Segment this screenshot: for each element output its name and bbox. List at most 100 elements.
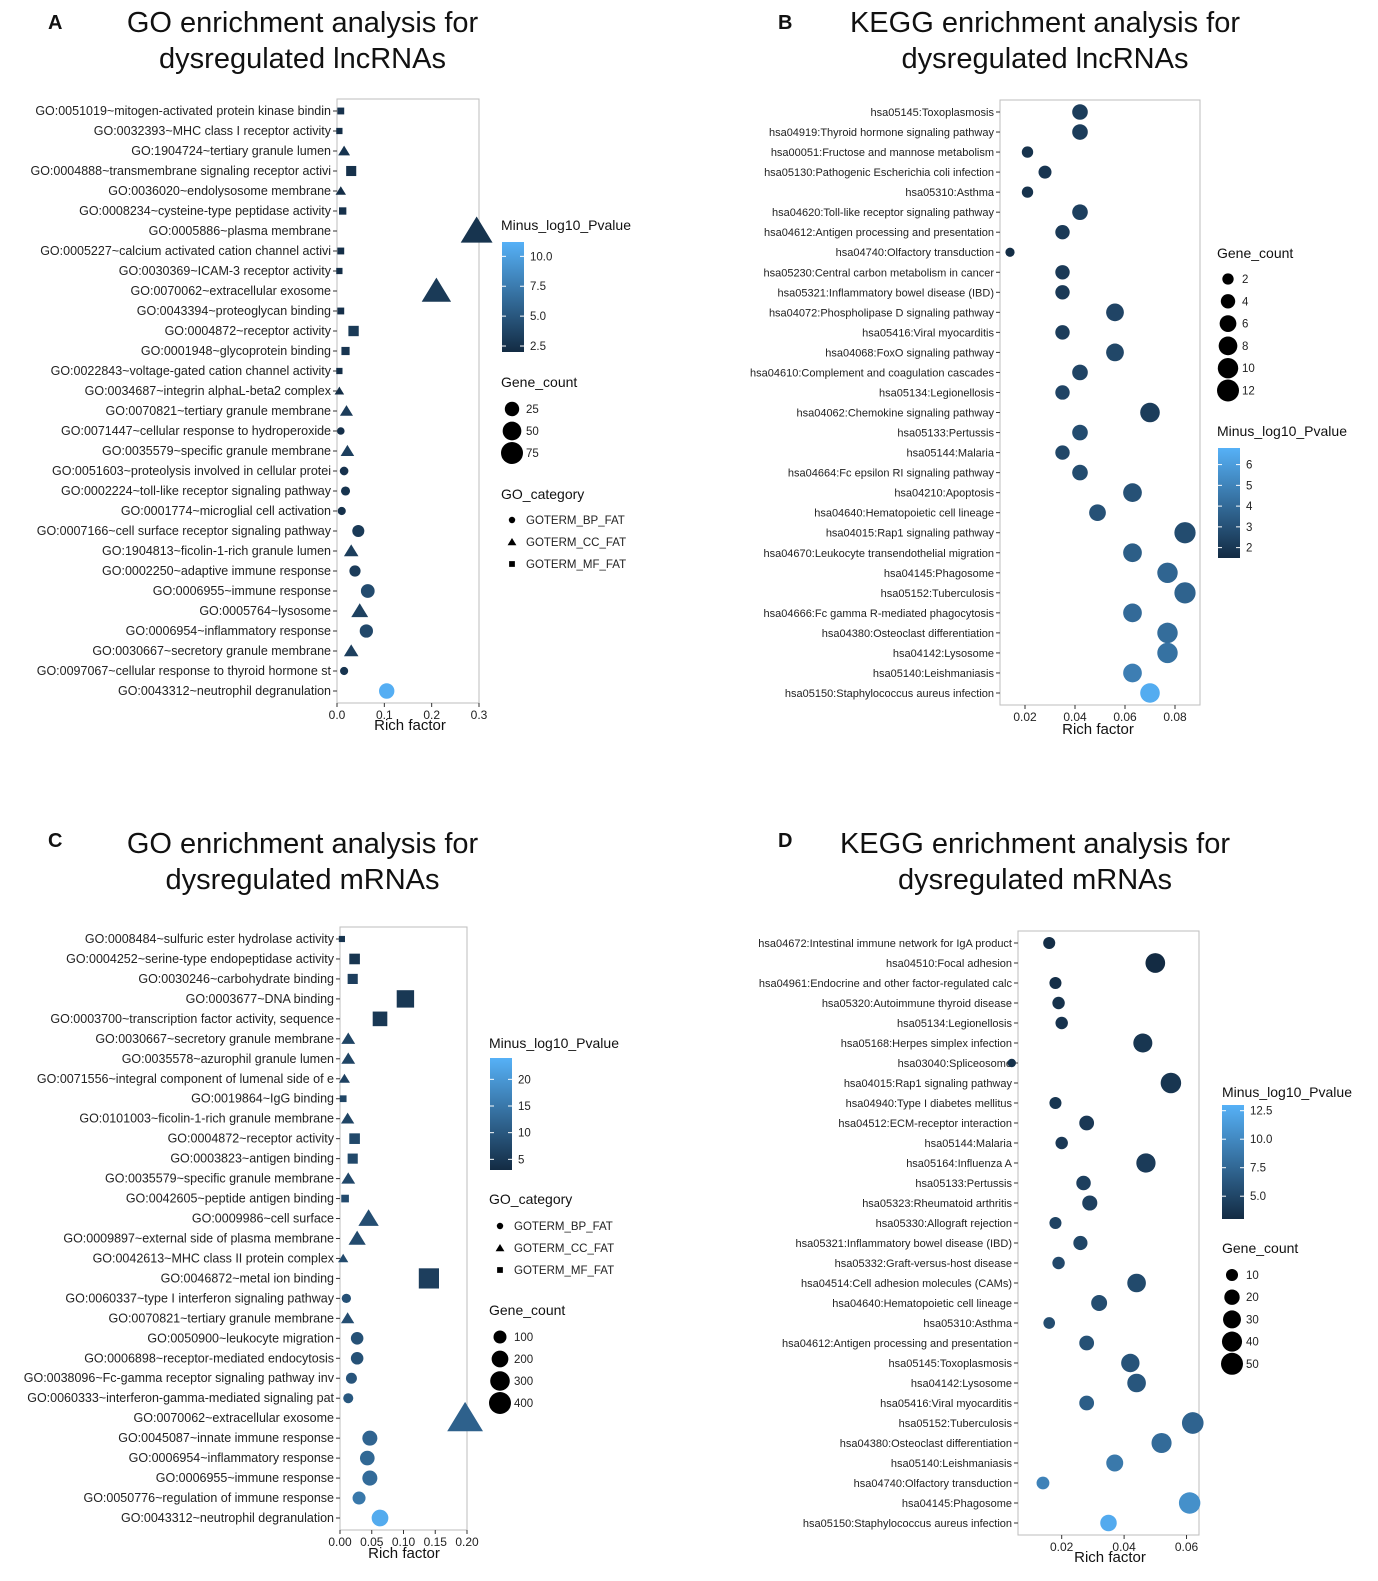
y-tick-label: GO:0060333~interferon-gamma-mediated sig… (27, 1391, 334, 1405)
data-point (1021, 186, 1034, 198)
y-tick-label: GO:0005764~lysosome (199, 604, 331, 618)
color-legend-label: 12.5 (1250, 1106, 1272, 1118)
color-legend-label: 10 (518, 1128, 531, 1140)
y-tick-label: GO:0005886~plasma membrane (149, 224, 331, 238)
data-point (1091, 1295, 1108, 1311)
data-point (345, 1372, 357, 1384)
data-point (1157, 562, 1178, 584)
data-point (379, 683, 395, 699)
x-tick-label: 0.2 (423, 708, 440, 722)
x-tick-label: 0.3 (471, 708, 488, 722)
data-point (341, 1032, 356, 1044)
shape-legend-label: GOTERM_CC_FAT (526, 537, 626, 549)
size-legend-title: Gene_count (1217, 245, 1293, 261)
color-legend-label: 5.0 (1250, 1191, 1266, 1203)
y-tick-label: GO:0003677~DNA binding (186, 992, 334, 1006)
data-point (1052, 1256, 1065, 1270)
data-point (1038, 165, 1052, 179)
y-tick-label: hsa05310:Asthma (905, 187, 995, 199)
data-point (1079, 1115, 1095, 1131)
data-point (340, 486, 351, 496)
data-point (360, 584, 375, 598)
data-point (343, 544, 359, 557)
size-legend-label: 25 (526, 404, 539, 416)
data-point (1106, 343, 1124, 362)
size-legend-label: 10 (1242, 363, 1255, 375)
data-point (1121, 1353, 1140, 1373)
data-point (337, 506, 346, 516)
color-legend-label: 10.0 (1250, 1134, 1272, 1146)
data-point (341, 346, 350, 356)
size-legend-label: 30 (1246, 1314, 1259, 1326)
data-point (1043, 936, 1056, 950)
y-tick-label: GO:0030667~secretory granule membrane (95, 1032, 334, 1046)
data-point (1055, 285, 1070, 300)
shape-legend-title: GO_category (489, 1191, 572, 1207)
y-tick-label: hsa04919:Thyroid hormone signaling pathw… (769, 127, 995, 139)
data-point (1055, 1136, 1068, 1150)
y-tick-label: hsa05164:Influenza A (906, 1158, 1012, 1170)
y-tick-label: hsa05144:Malaria (925, 1138, 1013, 1150)
y-tick-label: hsa04664:Fc epsilon RI signaling pathway (788, 468, 995, 480)
data-point (1055, 445, 1070, 460)
y-tick-label: GO:0036020~endolysosome membrane (108, 184, 331, 198)
data-point (1082, 1195, 1098, 1211)
y-tick-label: GO:0043394~proteoglycan binding (137, 304, 331, 318)
data-point (350, 1352, 364, 1365)
data-point (338, 1253, 349, 1263)
y-tick-label: hsa05134:Legionellosis (897, 1018, 1012, 1030)
y-tick-label: GO:0070821~tertiary granule membrane (106, 404, 332, 418)
shape-legend-label: GOTERM_MF_FAT (514, 1265, 614, 1277)
data-point (349, 565, 361, 577)
data-point (1072, 364, 1088, 381)
y-tick-label: GO:0030667~secretory granule membrane (92, 644, 331, 658)
y-tick-label: GO:0070062~extracellular exosome (131, 284, 332, 298)
y-tick-label: GO:0003700~transcription factor activity… (50, 1012, 334, 1026)
size-legend-label: 200 (514, 1354, 533, 1366)
chart-title: KEGG enrichment analysis for dysregulate… (849, 7, 1241, 75)
data-point (1072, 104, 1088, 120)
data-point (1160, 1072, 1182, 1094)
y-tick-label: GO:0043312~neutrophil degranulation (121, 1511, 334, 1525)
chart-title: GO enrichment analysis for dysregulated … (126, 7, 479, 75)
data-point (339, 207, 347, 215)
x-axis-label: Rich factor (368, 1545, 440, 1562)
data-point (340, 444, 355, 456)
data-point (1052, 996, 1065, 1010)
size-legend-marker (490, 1371, 510, 1391)
y-tick-label: GO:0070062~extracellular exosome (134, 1411, 335, 1425)
data-point (1036, 1476, 1050, 1490)
y-tick-label: hsa05130:Pathogenic Escherichia coli inf… (764, 167, 994, 179)
x-tick-label: 0.08 (1163, 710, 1187, 724)
data-point (1007, 1058, 1016, 1068)
data-point (1106, 1454, 1124, 1472)
x-tick-label: 0.1 (376, 708, 393, 722)
data-point (418, 1268, 440, 1289)
y-tick-label: hsa05150:Staphylococcus aureus infection (785, 688, 994, 700)
y-tick-label: hsa05145:Toxoplasmosis (870, 107, 994, 119)
data-point (340, 666, 349, 676)
data-point (460, 216, 493, 243)
panel-label: D (778, 830, 793, 852)
data-point (348, 1230, 366, 1245)
data-point (341, 1293, 352, 1304)
data-point (421, 277, 452, 302)
y-tick-label: hsa04640:Hematopoietic cell lineage (814, 508, 994, 520)
y-tick-label: GO:0038096~Fc-gamma receptor signaling p… (24, 1371, 335, 1385)
data-point (1174, 582, 1196, 604)
data-point (1055, 1016, 1068, 1030)
y-tick-label: GO:0004872~receptor activity (165, 324, 332, 338)
data-point (447, 1401, 484, 1432)
y-tick-label: hsa05134:Legionellosis (879, 387, 994, 399)
data-point (1127, 1373, 1146, 1393)
data-point (1123, 603, 1142, 623)
data-point (336, 127, 343, 135)
x-axis-label: Rich factor (1062, 721, 1134, 738)
y-tick-label: GO:0042605~peptide antigen binding (126, 1192, 334, 1206)
data-point (339, 1095, 347, 1103)
y-tick-label: hsa04612:Antigen processing and presenta… (764, 227, 994, 239)
data-point (1049, 1096, 1062, 1110)
y-tick-label: GO:0045087~innate immune response (118, 1431, 334, 1445)
size-legend-marker (1217, 357, 1239, 379)
data-point (1072, 204, 1088, 220)
